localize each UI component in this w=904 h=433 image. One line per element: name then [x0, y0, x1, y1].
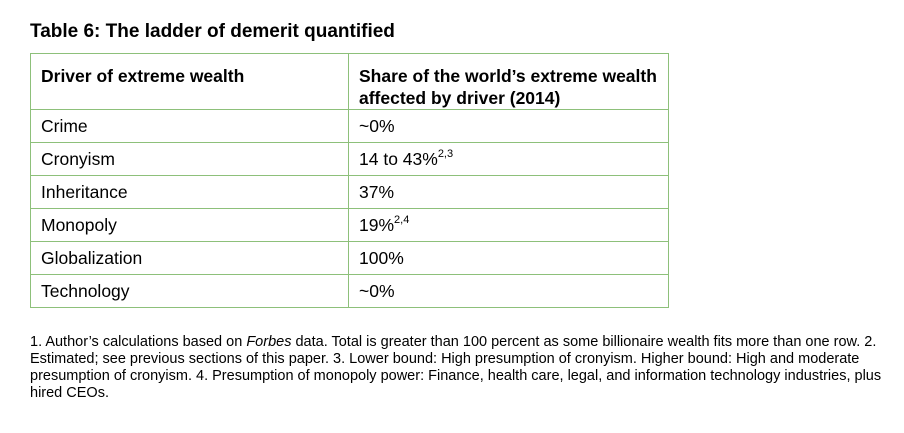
table-header-row: Driver of extreme wealth Share of the wo…: [30, 53, 669, 110]
table-footnote: 1. Author’s calculations based on Forbes…: [30, 334, 890, 402]
share-cell: 19%2,4: [348, 208, 669, 242]
table-row: Globalization 100%: [30, 241, 669, 275]
footnote-ref: 2,3: [437, 147, 454, 160]
table-title: Table 6: The ladder of demerit quantifie…: [30, 21, 395, 42]
table-row: Monopoly 19%2,4: [30, 208, 669, 242]
share-value: 19%: [359, 214, 395, 235]
table-row: Inheritance 37%: [30, 175, 669, 209]
driver-cell: Cronyism: [30, 142, 349, 176]
table-row: Cronyism 14 to 43%2,3: [30, 142, 669, 176]
table-row: Technology ~0%: [30, 274, 669, 308]
share-cell: ~0%: [348, 274, 669, 308]
footnote-source-italic: Forbes: [246, 334, 292, 350]
footnote-text-1: 1. Author’s calculations based on: [30, 334, 247, 350]
share-value: 37%: [359, 181, 395, 202]
driver-cell: Inheritance: [30, 175, 349, 209]
share-value: 14 to 43%: [359, 148, 438, 169]
share-cell: ~0%: [348, 109, 669, 143]
driver-cell: Technology: [30, 274, 349, 308]
header-share: Share of the world’s extreme wealth affe…: [348, 53, 669, 110]
demerit-table: Driver of extreme wealth Share of the wo…: [30, 53, 669, 308]
share-cell: 37%: [348, 175, 669, 209]
footnote-ref: 2,4: [394, 213, 410, 226]
driver-cell: Crime: [30, 109, 349, 143]
table-row: Crime ~0%: [30, 109, 669, 143]
header-driver: Driver of extreme wealth: [30, 53, 349, 110]
driver-cell: Globalization: [30, 241, 349, 275]
share-value: ~0%: [359, 115, 395, 136]
share-cell: 100%: [348, 241, 669, 275]
share-value: ~0%: [359, 280, 395, 301]
share-value: 100%: [359, 247, 404, 268]
header-share-text: Share of the world’s extreme wealth affe…: [359, 66, 657, 108]
footnote-text-2: data. Total is greater than 100 percent …: [30, 334, 882, 401]
driver-cell: Monopoly: [30, 208, 349, 242]
share-cell: 14 to 43%2,3: [348, 142, 669, 176]
